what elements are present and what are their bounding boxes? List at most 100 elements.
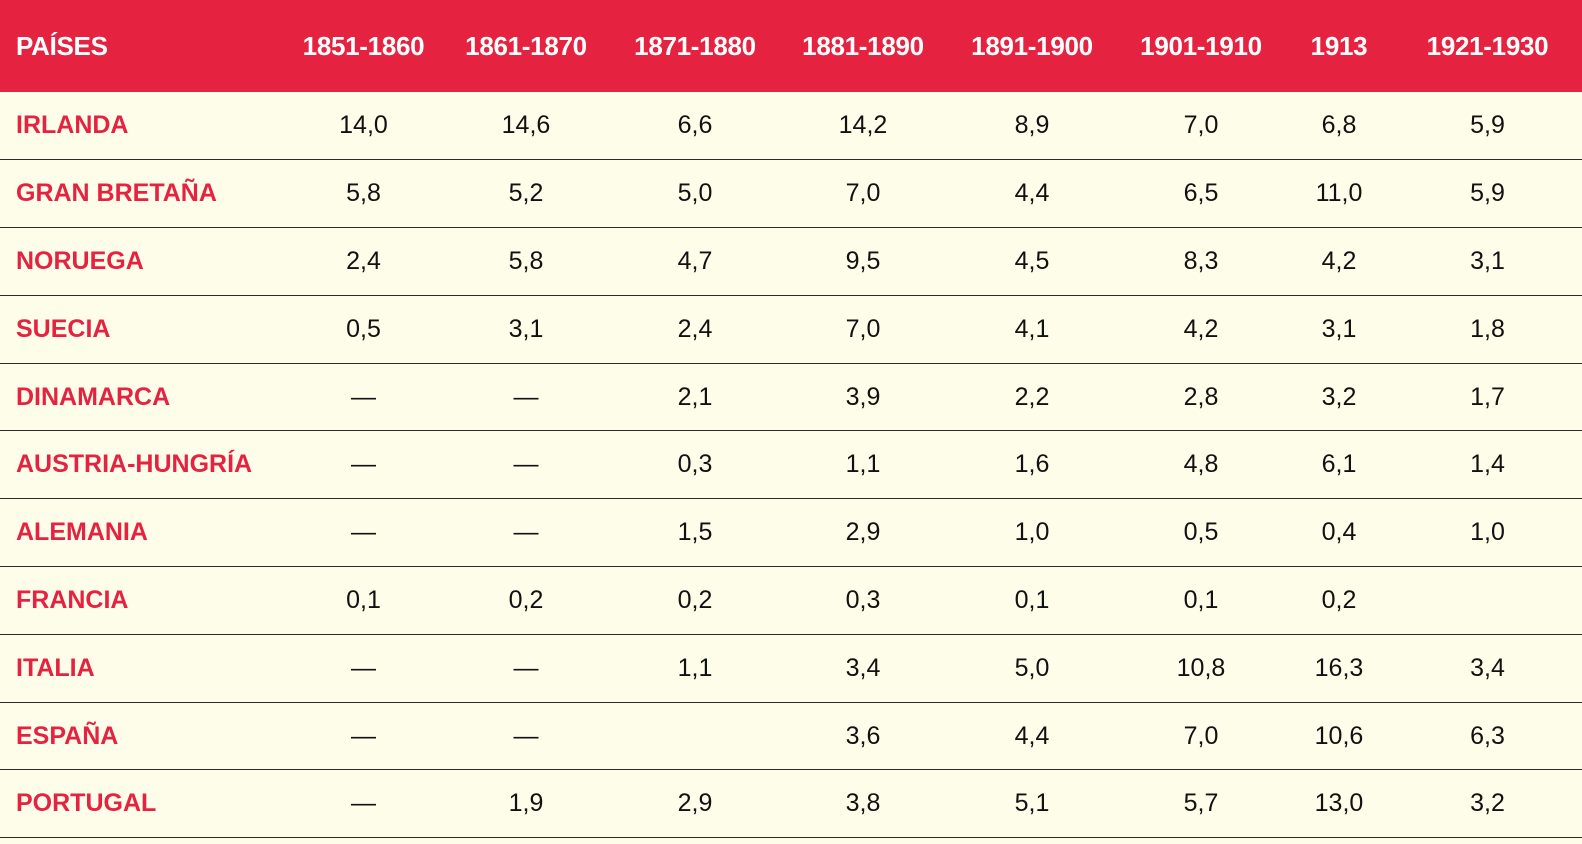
value-cell: 4,5 <box>1014 246 1050 275</box>
value-cell: 8,3 <box>1183 246 1219 275</box>
table-row: GRAN BRETAÑA 5,8 5,2 5,0 7,0 4,4 6,5 11,0 5,9 <box>0 160 1582 228</box>
value-cell: 5,2 <box>508 179 544 208</box>
table-row: NORUEGA 2,4 5,8 4,7 9,5 4,5 8,3 4,2 3,1 <box>0 228 1582 296</box>
value-cell: 1,5 <box>677 518 713 547</box>
table-row: AUSTRIA-HUNGRÍA — — 0,3 1,1 1,6 4,8 6,1 1,4 <box>0 431 1582 499</box>
value-cell: 3,1 <box>508 314 544 343</box>
value-cell: 3,1 <box>1470 246 1505 275</box>
column-header-1881-1890: 1881-1890 <box>802 30 924 61</box>
country-cell: IRLANDA <box>16 111 129 140</box>
country-cell: DINAMARCA <box>16 382 171 411</box>
column-header-1891-1900: 1891-1900 <box>971 30 1093 61</box>
value-cell: 2,1 <box>677 382 713 411</box>
column-header-1921-1930: 1921-1930 <box>1426 30 1549 61</box>
value-cell: — <box>351 518 376 547</box>
value-cell: 9,5 <box>845 246 881 275</box>
column-header-1861-1870: 1861-1870 <box>465 30 587 61</box>
value-cell: 7,0 <box>845 314 881 343</box>
value-cell: 4,2 <box>1321 246 1357 275</box>
column-header-1851-1860: 1851-1860 <box>302 30 425 61</box>
value-cell: 2,4 <box>677 314 713 343</box>
header-row: PAÍSES 1851-1860 1861-1870 1871-1880 188… <box>0 0 1582 92</box>
value-cell: 4,4 <box>1014 721 1050 750</box>
value-cell: 0,1 <box>1183 585 1219 614</box>
value-cell: 1,7 <box>1470 382 1505 411</box>
value-cell: 3,4 <box>1470 653 1505 682</box>
value-cell: 2,2 <box>1014 382 1050 411</box>
table-row: DINAMARCA — — 2,1 3,9 2,2 2,8 3,2 1,7 <box>0 363 1582 431</box>
value-cell: 8,9 <box>1014 111 1050 140</box>
value-cell: 5,9 <box>1470 111 1505 140</box>
value-cell: 1,4 <box>1470 450 1505 479</box>
value-cell: 5,1 <box>1014 789 1050 818</box>
country-cell: NORUEGA <box>16 246 144 275</box>
column-header-1871-1880: 1871-1880 <box>634 30 756 61</box>
value-cell: 5,0 <box>677 179 713 208</box>
value-cell: 5,8 <box>346 179 381 208</box>
table-row: ALEMANIA — — 1,5 2,9 1,0 0,5 0,4 1,0 <box>0 499 1582 567</box>
value-cell: 2,4 <box>346 246 381 275</box>
value-cell: 0,4 <box>1321 518 1357 547</box>
value-cell <box>611 702 779 770</box>
value-cell: 4,7 <box>677 246 713 275</box>
value-cell: 2,9 <box>677 789 713 818</box>
value-cell: — <box>513 382 539 411</box>
value-cell: 4,4 <box>1014 179 1050 208</box>
value-cell: 6,1 <box>1321 450 1357 479</box>
value-cell: 2,9 <box>845 518 881 547</box>
value-cell: 2,8 <box>1183 382 1219 411</box>
value-cell: — <box>351 653 376 682</box>
value-cell: 1,0 <box>1470 518 1505 547</box>
value-cell: 16,3 <box>1314 653 1364 682</box>
value-cell: — <box>513 653 539 682</box>
value-cell: 4,8 <box>1183 450 1219 479</box>
value-cell: 0,1 <box>346 585 381 614</box>
value-cell: 5,7 <box>1183 789 1219 818</box>
value-cell <box>1393 567 1582 635</box>
table-row: PORTUGAL — 1,9 2,9 3,8 5,1 5,7 13,0 3,2 <box>0 770 1582 838</box>
column-header-paises: PAÍSES <box>16 30 108 61</box>
table-row: FRANCIA 0,1 0,2 0,2 0,3 0,1 0,1 0,2 <box>0 567 1582 635</box>
value-cell: 4,1 <box>1014 314 1050 343</box>
value-cell: 0,1 <box>1014 585 1050 614</box>
country-cell: ESPAÑA <box>16 721 119 750</box>
value-cell: 14,0 <box>339 111 388 140</box>
value-cell: 6,8 <box>1321 111 1357 140</box>
value-cell: 14,2 <box>838 111 888 140</box>
value-cell: 1,8 <box>1470 314 1505 343</box>
value-cell: 13,0 <box>1314 789 1364 818</box>
value-cell: 7,0 <box>845 179 881 208</box>
value-cell: 3,9 <box>845 382 881 411</box>
value-cell: — <box>351 789 376 818</box>
country-cell: ALEMANIA <box>16 518 148 547</box>
value-cell: 3,2 <box>1470 789 1505 818</box>
value-cell: 14,6 <box>501 111 551 140</box>
country-cell: GRAN BRETAÑA <box>16 179 217 208</box>
value-cell: 7,0 <box>1183 111 1219 140</box>
country-cell: ITALIA <box>16 653 95 682</box>
value-cell: 4,2 <box>1183 314 1219 343</box>
country-cell: PORTUGAL <box>16 789 157 818</box>
value-cell: 3,1 <box>1321 314 1357 343</box>
value-cell: 1,1 <box>677 653 713 682</box>
value-cell: — <box>513 518 539 547</box>
value-cell: 3,4 <box>845 653 881 682</box>
value-cell: 5,0 <box>1014 653 1050 682</box>
value-cell: 1,0 <box>1014 518 1050 547</box>
table-header: PAÍSES 1851-1860 1861-1870 1871-1880 188… <box>0 0 1582 92</box>
table-row: IRLANDA 14,0 14,6 6,6 14,2 8,9 7,0 6,8 5,9 <box>0 92 1582 160</box>
table-row: ITALIA — — 1,1 3,4 5,0 10,8 16,3 3,4 <box>0 634 1582 703</box>
value-cell: — <box>513 450 539 479</box>
country-cell: SUECIA <box>16 314 111 343</box>
value-cell: 10,6 <box>1314 721 1364 750</box>
value-cell: — <box>351 382 376 411</box>
value-cell: — <box>513 721 539 750</box>
value-cell: 0,3 <box>845 585 881 614</box>
value-cell: 6,6 <box>677 111 713 140</box>
value-cell: 6,3 <box>1470 721 1505 750</box>
value-cell: 10,8 <box>1176 653 1226 682</box>
value-cell: 3,8 <box>845 789 881 818</box>
column-header-1901-1910: 1901-1910 <box>1140 30 1262 61</box>
table-body: IRLANDA 14,0 14,6 6,6 14,2 8,9 7,0 6,8 5,9 GRAN B… <box>0 92 1582 838</box>
